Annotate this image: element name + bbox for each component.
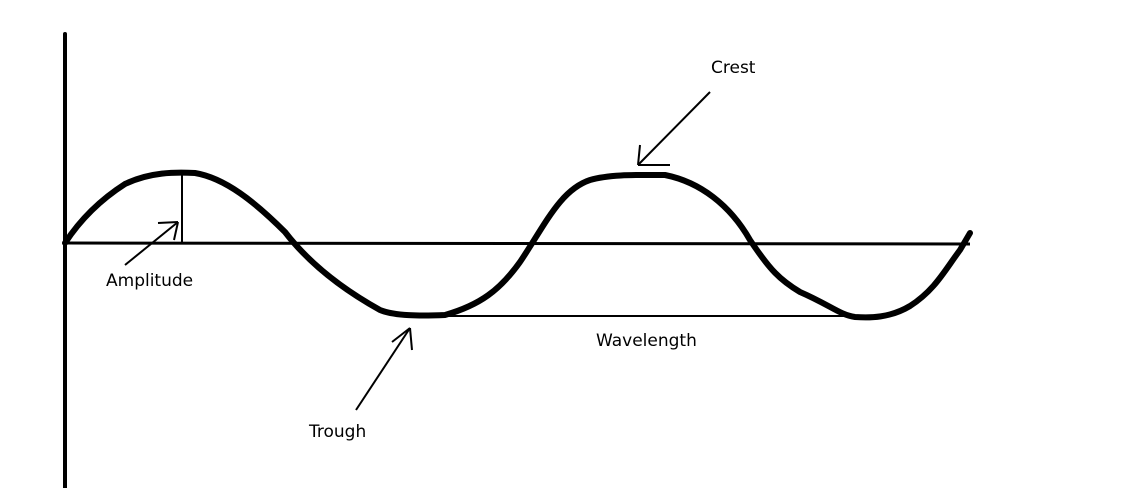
wavelength-label: Wavelength bbox=[596, 331, 697, 351]
equilibrium-line bbox=[64, 241, 971, 246]
trough-label: Trough bbox=[309, 422, 367, 442]
sine-wave bbox=[62, 169, 973, 321]
crest-label: Crest bbox=[711, 58, 756, 78]
amplitude-arrow bbox=[124, 221, 179, 266]
trough-arrow bbox=[355, 327, 413, 411]
amplitude-label: Amplitude bbox=[106, 271, 194, 291]
crest-arrow bbox=[637, 91, 711, 166]
